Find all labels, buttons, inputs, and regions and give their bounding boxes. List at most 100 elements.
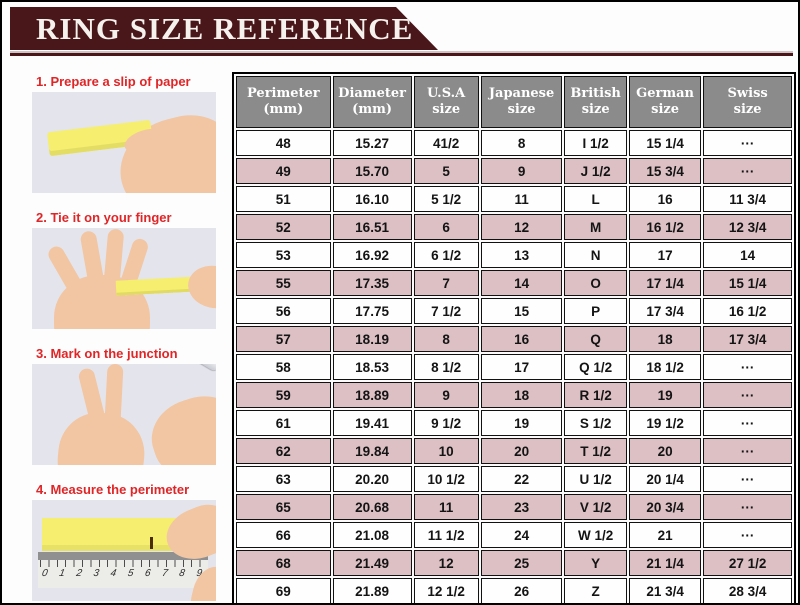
column-header-german: German size bbox=[628, 76, 702, 128]
table-cell: 13 bbox=[480, 242, 563, 268]
table-cell: 21.49 bbox=[332, 550, 412, 576]
table-cell: 15 3/4 bbox=[628, 158, 702, 184]
table-row: 49 15.70 5 9 J 1/2 15 3/4 ··· bbox=[236, 158, 792, 184]
table-row: 66 21.08 11 1/2 24 W 1/2 21 ··· bbox=[236, 522, 792, 548]
table-cell: 20 3/4 bbox=[628, 494, 702, 520]
table-cell: 7 bbox=[413, 270, 479, 296]
column-header-usa: U.S.A size bbox=[413, 76, 479, 128]
step-label: 4. Measure the perimeter bbox=[36, 482, 190, 497]
table-cell: 11 1/2 bbox=[413, 522, 479, 548]
table-cell: 9 bbox=[480, 158, 563, 184]
column-header-diameter: Diameter (mm) bbox=[332, 76, 412, 128]
ruler-ticks bbox=[40, 560, 206, 567]
step-label: 1. Prepare a slip of paper bbox=[36, 74, 191, 89]
table-cell: 20.20 bbox=[332, 466, 412, 492]
table-cell: 48 bbox=[236, 130, 331, 156]
table-cell: ··· bbox=[703, 466, 792, 492]
instructions-panel: 1. Prepare a slip of paper 2. Tie it on … bbox=[32, 74, 216, 601]
header-row: Perimeter (mm) Diameter (mm) U.S.A size Japane… bbox=[236, 76, 792, 128]
table-body: 48 15.27 41/2 8 I 1/2 15 1/4 ··· 49 15.70 5 9 J 1/2… bbox=[236, 130, 792, 603]
table-cell: 16.92 bbox=[332, 242, 412, 268]
table-cell: 17 bbox=[628, 242, 702, 268]
table-cell: ··· bbox=[703, 130, 792, 156]
table-cell: 18 bbox=[480, 382, 563, 408]
table-cell: ··· bbox=[703, 494, 792, 520]
step-1: 1. Prepare a slip of paper bbox=[32, 74, 216, 193]
table-cell: 19 1/2 bbox=[628, 410, 702, 436]
table-cell: 16 1/2 bbox=[628, 214, 702, 240]
table-cell: 18.53 bbox=[332, 354, 412, 380]
table-cell: 18 1/2 bbox=[628, 354, 702, 380]
table-cell: 57 bbox=[236, 326, 331, 352]
table-row: 65 20.68 11 23 V 1/2 20 3/4 ··· bbox=[236, 494, 792, 520]
table-cell: ··· bbox=[703, 410, 792, 436]
table-cell: R 1/2 bbox=[564, 382, 627, 408]
table-cell: 56 bbox=[236, 298, 331, 324]
table-cell: 10 bbox=[413, 438, 479, 464]
table-row: 55 17.35 7 14 O 17 1/4 15 1/4 bbox=[236, 270, 792, 296]
table-cell: 12 1/2 bbox=[413, 578, 479, 603]
table-cell: ··· bbox=[703, 522, 792, 548]
palm bbox=[53, 408, 149, 465]
table-cell: 8 bbox=[413, 326, 479, 352]
table-row: 58 18.53 8 1/2 17 Q 1/2 18 1/2 ··· bbox=[236, 354, 792, 380]
column-header-british: British size bbox=[564, 76, 627, 128]
ruler-number: 0 bbox=[41, 568, 49, 579]
table-cell: 58 bbox=[236, 354, 331, 380]
table-row: 62 19.84 10 20 T 1/2 20 ··· bbox=[236, 438, 792, 464]
table-cell: 14 bbox=[480, 270, 563, 296]
column-header-perimeter: Perimeter (mm) bbox=[236, 76, 331, 128]
table-cell: 16.10 bbox=[332, 186, 412, 212]
ink-mark bbox=[150, 537, 153, 549]
table-cell: 51 bbox=[236, 186, 331, 212]
table-cell: 20 bbox=[480, 438, 563, 464]
table-cell: 49 bbox=[236, 158, 331, 184]
table-cell: 17 bbox=[480, 354, 563, 380]
table-cell: M bbox=[564, 214, 627, 240]
ruler-number: 5 bbox=[126, 568, 135, 579]
table-cell: 66 bbox=[236, 522, 331, 548]
step-1-photo bbox=[32, 92, 216, 193]
table-cell: 11 bbox=[480, 186, 563, 212]
table-cell: 18.19 bbox=[332, 326, 412, 352]
table-cell: 18.89 bbox=[332, 382, 412, 408]
table-cell: 5 1/2 bbox=[413, 186, 479, 212]
ruler-number: 4 bbox=[109, 568, 118, 579]
table-cell: 21 3/4 bbox=[628, 578, 702, 603]
table-cell: J 1/2 bbox=[564, 158, 627, 184]
table-cell: 9 bbox=[413, 382, 479, 408]
banner-title: RING SIZE REFERENCE bbox=[36, 10, 414, 46]
table-cell: 18 bbox=[628, 326, 702, 352]
table-row: 52 16.51 6 12 M 16 1/2 12 3/4 bbox=[236, 214, 792, 240]
table-cell: 62 bbox=[236, 438, 331, 464]
table-cell: 21 1/4 bbox=[628, 550, 702, 576]
table-cell: 17 1/4 bbox=[628, 270, 702, 296]
table-cell: 6 bbox=[413, 214, 479, 240]
step-3-photo bbox=[32, 364, 216, 465]
table-cell: 28 3/4 bbox=[703, 578, 792, 603]
table-cell: N bbox=[564, 242, 627, 268]
table-cell: ··· bbox=[703, 438, 792, 464]
table-cell: 9 1/2 bbox=[413, 410, 479, 436]
table-cell: 53 bbox=[236, 242, 331, 268]
ruler-number: 1 bbox=[58, 568, 66, 579]
table-cell: 27 1/2 bbox=[703, 550, 792, 576]
table-row: 63 20.20 10 1/2 22 U 1/2 20 1/4 ··· bbox=[236, 466, 792, 492]
table-row: 48 15.27 41/2 8 I 1/2 15 1/4 ··· bbox=[236, 130, 792, 156]
table-row: 57 18.19 8 16 Q 18 17 3/4 bbox=[236, 326, 792, 352]
table-cell: I 1/2 bbox=[564, 130, 627, 156]
table-cell: Q 1/2 bbox=[564, 354, 627, 380]
table-row: 68 21.49 12 25 Y 21 1/4 27 1/2 bbox=[236, 550, 792, 576]
table-cell: 15 1/4 bbox=[703, 270, 792, 296]
table-cell: 11 bbox=[413, 494, 479, 520]
table-cell: 16 1/2 bbox=[703, 298, 792, 324]
column-header-swiss: Swiss size bbox=[703, 76, 792, 128]
table-cell: 8 bbox=[480, 130, 563, 156]
ruler-number: 3 bbox=[92, 568, 101, 579]
table-cell: W 1/2 bbox=[564, 522, 627, 548]
table-cell: 17 3/4 bbox=[628, 298, 702, 324]
table-cell: 52 bbox=[236, 214, 331, 240]
step-label: 3. Mark on the junction bbox=[36, 346, 178, 361]
